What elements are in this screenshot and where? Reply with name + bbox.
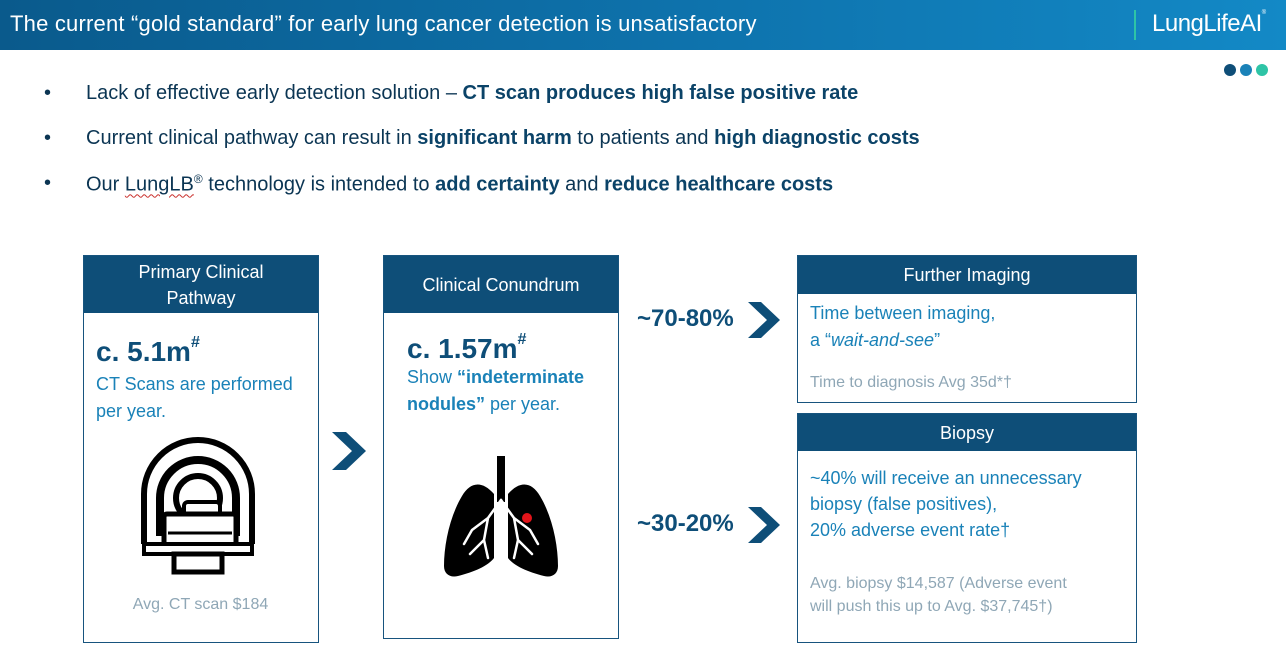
description-italic: wait-and-see <box>831 330 935 350</box>
description-line: per year. <box>96 401 167 421</box>
flow-lower-percentage: ~30-20% <box>637 510 734 537</box>
dot-blue <box>1240 64 1252 76</box>
company-logo: LungLifeAI® <box>1152 10 1266 38</box>
ct-scans-count: c. 5.1m# <box>96 334 200 368</box>
bullet-bold: reduce healthcare costs <box>604 173 834 196</box>
bullet-plain: and <box>559 173 605 196</box>
ct-count-value: c. 5.1m <box>96 336 191 367</box>
card-header: Further Imaging <box>798 256 1136 294</box>
description-line: ~40% will receive an unnecessary <box>810 468 1082 488</box>
bullet-bold: CT scan produces high false positive rat… <box>462 82 859 104</box>
bullet-text: Current clinical pathway can result in s… <box>86 127 920 150</box>
nodules-description: Show “indeterminate nodules” per year. <box>407 364 617 418</box>
description-line: 20% adverse event rate† <box>810 520 1011 540</box>
description-line: Time between imaging, <box>810 303 996 323</box>
imaging-description: Time between imaging, a “wait-and-see” <box>810 300 1130 354</box>
bullet-bold: add certainty <box>435 173 560 196</box>
biopsy-description: ~40% will receive an unnecessary biopsy … <box>810 465 1132 543</box>
chevron-right-icon <box>748 507 780 543</box>
decorative-dots <box>1224 64 1268 76</box>
description-line: biopsy (false positives), <box>810 494 998 514</box>
ct-scanner-icon <box>141 437 255 575</box>
cost-line: Avg. biopsy $14,587 (Adverse event <box>810 575 1067 592</box>
time-to-diagnosis: Time to diagnosis Avg 35d*† <box>810 374 1012 391</box>
bullet-item: • Our LungLB® technology is intended to … <box>44 172 1194 217</box>
chevron-right-icon <box>748 302 780 338</box>
bullet-item: • Current clinical pathway can result in… <box>44 127 1194 172</box>
bullet-plain: Current clinical pathway can result in <box>86 127 418 149</box>
header-bar: The current “gold standard” for early lu… <box>0 0 1286 50</box>
bullet-list: • Lack of effective early detection solu… <box>44 82 1194 217</box>
footnote-mark: # <box>517 331 527 348</box>
bullet-bold: high diagnostic costs <box>714 127 920 149</box>
bullet-bold: significant harm <box>417 127 572 149</box>
nodules-count-value: c. 1.57m <box>407 333 518 364</box>
logo-text: LungLifeAI <box>1152 10 1262 37</box>
bullet-marker: • <box>44 127 52 149</box>
description-bold: nodules” <box>407 394 486 414</box>
card-header: Biopsy <box>798 414 1136 451</box>
card-header: Clinical Conundrum <box>384 256 618 313</box>
bullet-item: • Lack of effective early detection solu… <box>44 82 1194 127</box>
description-text: a “ <box>810 330 832 350</box>
lungs-icon <box>444 456 558 577</box>
bullet-plain: to patients and <box>571 127 715 149</box>
primary-pathway-card: Primary Clinical Pathway c. 5.1m# CT Scan… <box>83 255 319 643</box>
dot-navy <box>1224 64 1236 76</box>
biopsy-card: Biopsy ~40% will receive an unnecessary … <box>797 413 1137 643</box>
description-bold: “indeterminate <box>457 367 585 387</box>
cost-line: will push this up to Avg. $37,745†) <box>810 598 1053 615</box>
ct-scans-description: CT Scans are performed per year. <box>96 371 316 425</box>
bullet-marker: • <box>44 82 52 104</box>
flow-upper-percentage: ~70-80% <box>637 305 734 332</box>
card-title-line: Pathway <box>166 287 236 308</box>
chevron-right-icon <box>332 432 366 470</box>
further-imaging-card: Further Imaging Time between imaging, a … <box>797 255 1137 403</box>
bullet-plain: technology is intended to <box>202 173 436 196</box>
registered-mark: ® <box>193 172 203 186</box>
slide-title: The current “gold standard” for early lu… <box>10 11 757 36</box>
nodules-count: c. 1.57m# <box>407 331 527 365</box>
logo-registered-mark: ® <box>1261 10 1266 16</box>
bullet-plain: Lack of effective early detection soluti… <box>86 82 463 104</box>
footnote-mark: # <box>190 334 200 351</box>
dot-teal <box>1256 64 1268 76</box>
bullet-plain: Our <box>86 173 125 196</box>
ct-cost: Avg. CT scan $184 <box>132 596 269 613</box>
description-text: Show <box>407 367 458 387</box>
clinical-conundrum-card: Clinical Conundrum c. 1.57m# Show “indet… <box>383 255 619 639</box>
bullet-text: Our LungLB® technology is intended to ad… <box>86 172 833 197</box>
card-title-line: Primary Clinical <box>138 261 264 282</box>
product-name: LungLB <box>124 173 194 196</box>
biopsy-cost: Avg. biopsy $14,587 (Adverse event will … <box>810 572 1132 618</box>
bullet-marker: • <box>44 172 52 194</box>
description-text: per year. <box>485 394 561 414</box>
logo-divider <box>1134 10 1136 40</box>
bullet-text: Lack of effective early detection soluti… <box>86 82 858 105</box>
description-text: ” <box>934 330 941 350</box>
card-header: Primary Clinical Pathway <box>84 256 318 313</box>
description-line: CT Scans are performed <box>96 374 293 394</box>
